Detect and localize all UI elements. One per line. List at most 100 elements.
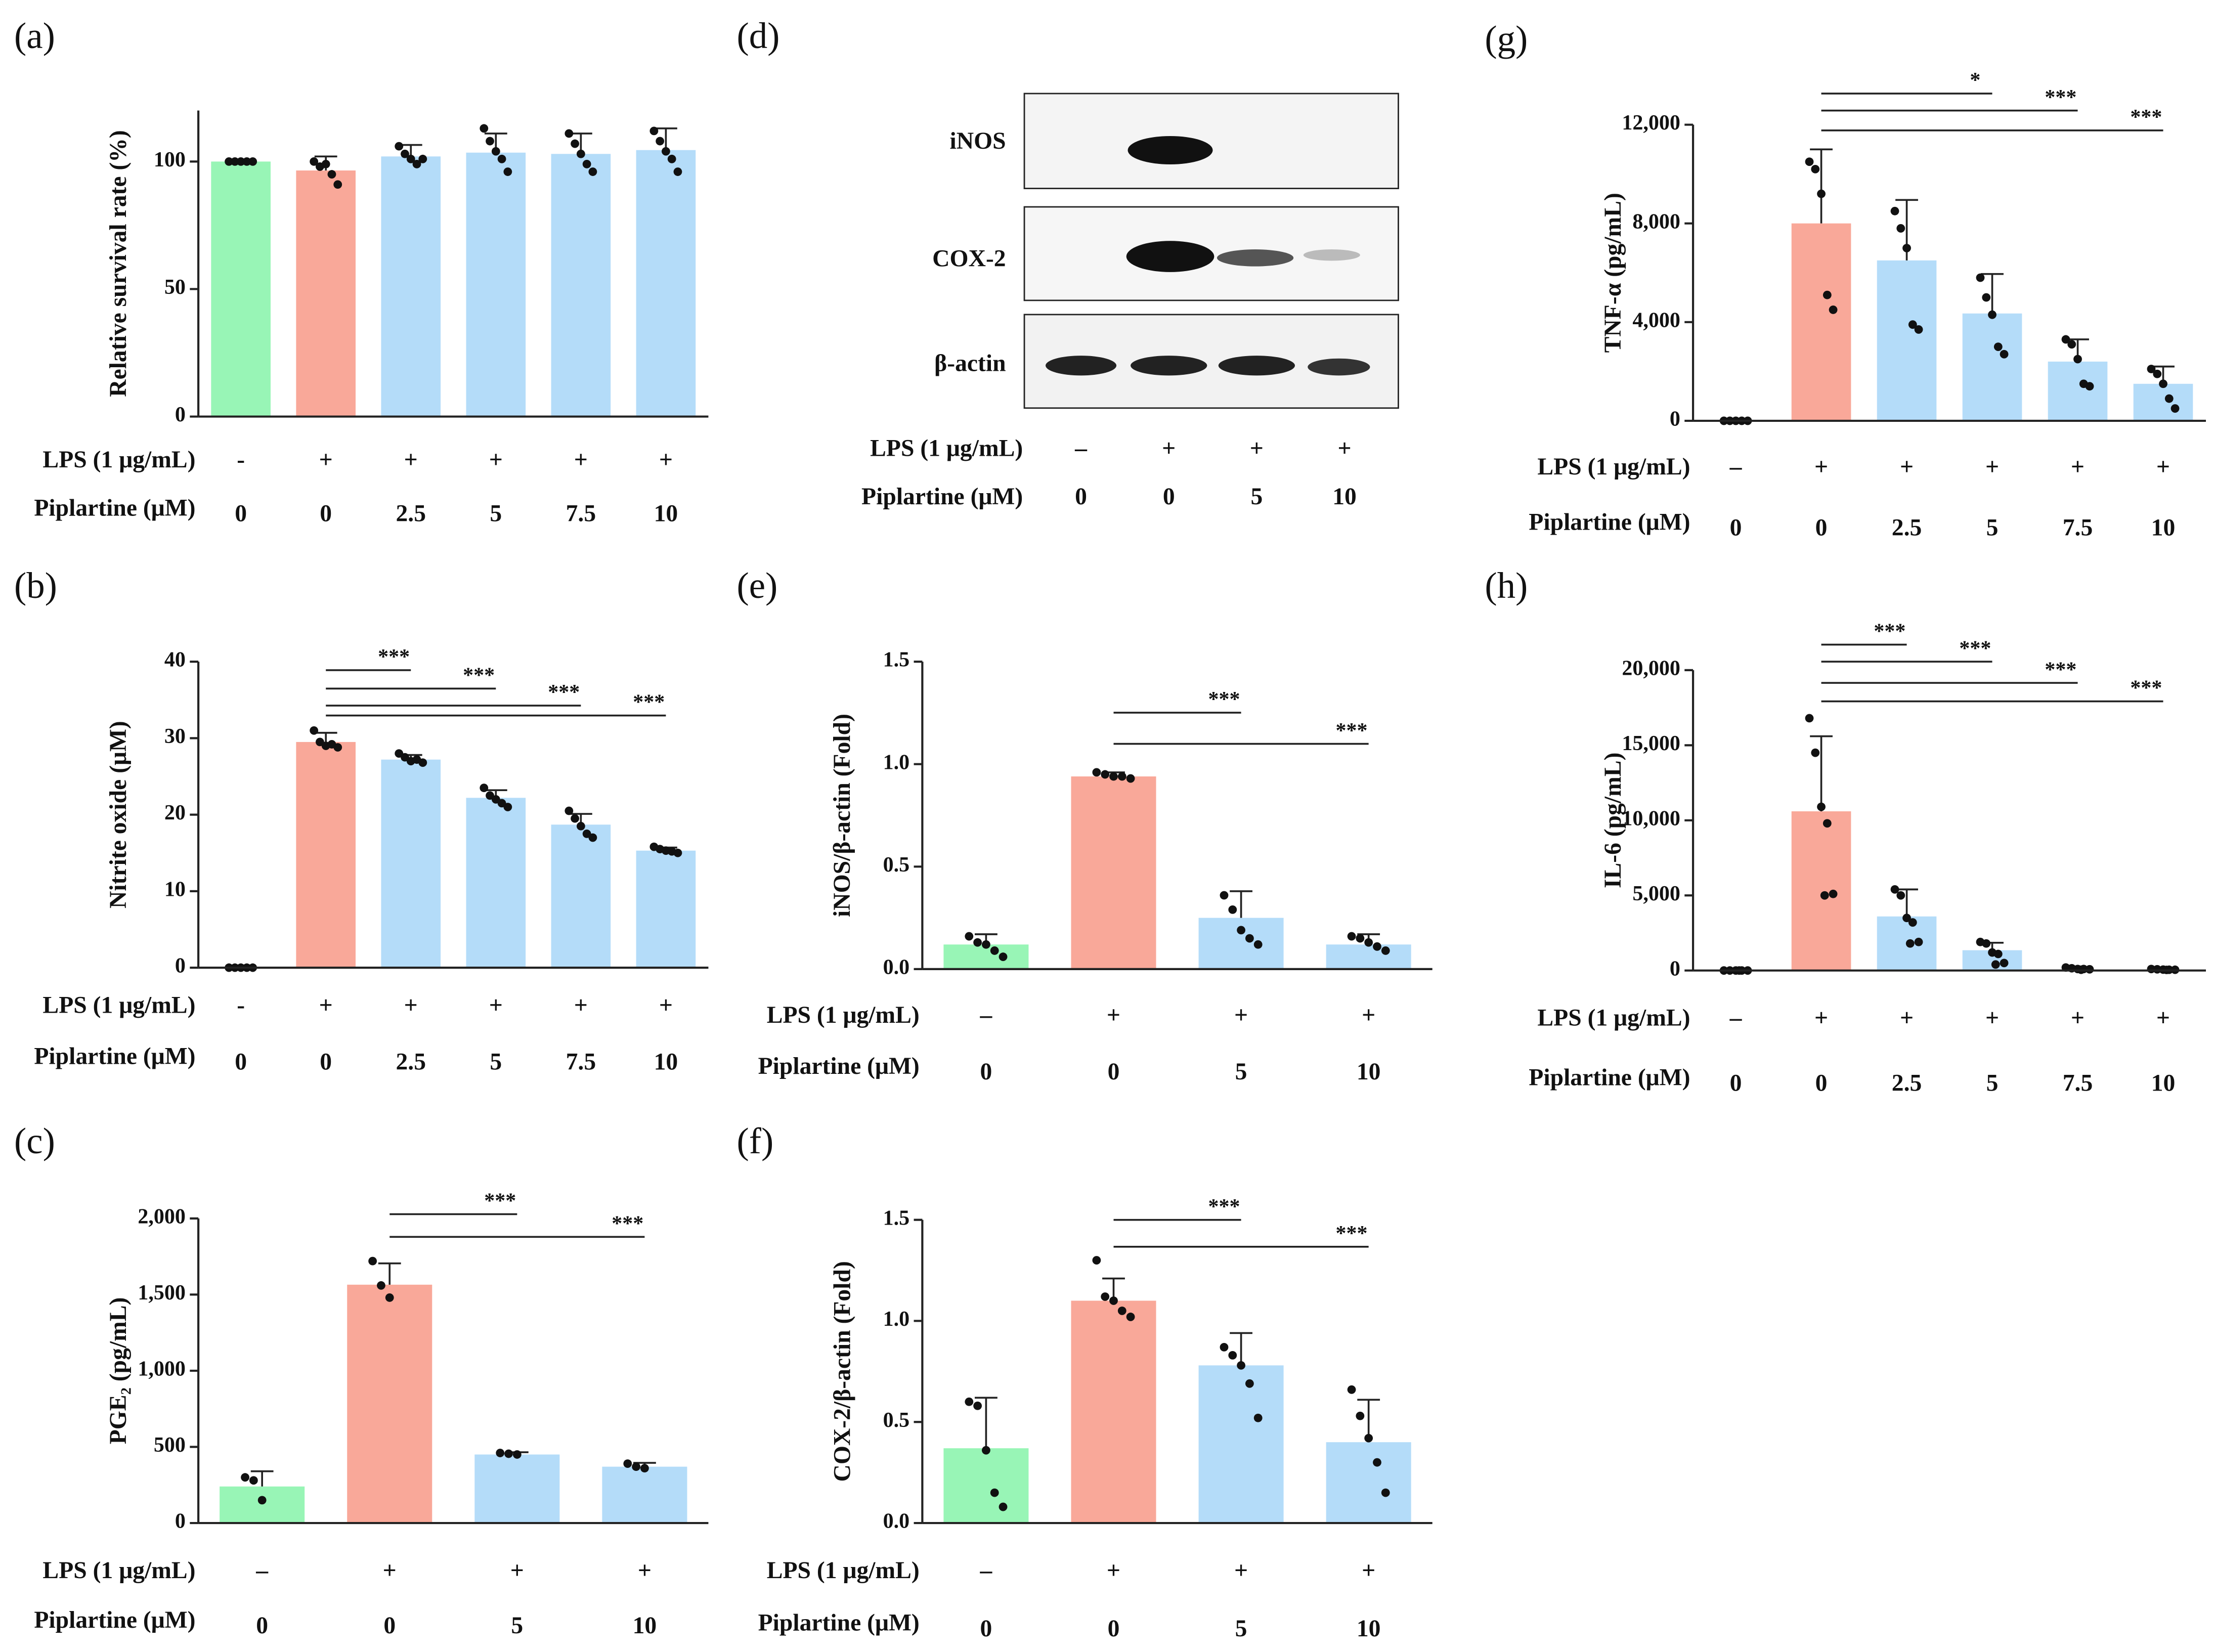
row-label: Piplartine (μM) [34, 1607, 195, 1633]
data-point [1890, 206, 1899, 215]
significance-label: *** [1208, 688, 1240, 711]
data-point [1347, 932, 1356, 941]
data-point [990, 1488, 999, 1497]
bar [381, 759, 441, 968]
dose-label: 0 [1730, 515, 1742, 541]
data-point [480, 784, 489, 793]
data-point [673, 848, 682, 857]
dose-label: 5 [1235, 1059, 1247, 1085]
y-tick-label: 40 [164, 648, 186, 672]
dose-label: 5 [490, 501, 502, 527]
row-label: LPS (1 μg/mL) [42, 447, 195, 473]
lps-label: + [489, 992, 503, 1018]
lps-label: + [2071, 1005, 2085, 1031]
band-label: COX-2 [932, 245, 1006, 272]
error-bar [1895, 888, 1918, 917]
data-point [1905, 939, 1915, 948]
data-point [1982, 939, 1991, 948]
dose-label: 0 [980, 1616, 992, 1642]
dose-label: 10 [1357, 1059, 1381, 1085]
row-label: LPS (1 μg/mL) [767, 1557, 920, 1584]
data-point [1356, 934, 1365, 943]
error-bar [399, 144, 422, 157]
data-point [1373, 942, 1381, 951]
y-tick-label: 50 [164, 276, 186, 299]
blot: (d) iNOS COX-2 β-actin LPS (1 μg/mL) Pip… [736, 15, 1399, 510]
band-label: β-actin [934, 351, 1006, 377]
y-axis-label: Nitrite oxide (μM) [105, 721, 132, 908]
data-point [1896, 891, 1905, 900]
data-point [2153, 369, 2162, 378]
dose-label: 0 [1730, 1070, 1742, 1096]
data-point [1237, 926, 1245, 935]
dose-label: 10 [654, 501, 678, 527]
dose-label: 0 [320, 1049, 332, 1075]
significance-label: *** [2045, 86, 2076, 109]
bar [474, 1454, 560, 1524]
data-point [1908, 320, 1917, 329]
error-bar [1230, 890, 1252, 918]
significance-label: *** [1336, 719, 1368, 743]
row-label: Piplartine (μM) [758, 1053, 920, 1079]
data-point [1381, 946, 1390, 955]
bar [466, 152, 526, 417]
y-tick-label: 10 [164, 878, 186, 901]
band [1126, 241, 1214, 272]
data-point [1092, 1256, 1101, 1265]
y-axis-label: PGE₂ (pg/mL) [105, 1297, 132, 1445]
dose-label: 0 [235, 501, 247, 527]
panel-label: (d) [736, 15, 779, 56]
data-point [512, 1450, 522, 1459]
data-point [2164, 394, 2174, 403]
y-tick-label: 1.5 [883, 648, 910, 672]
y-axis-label: IL-6 (pg/mL) [1600, 753, 1626, 888]
significance-label: *** [1336, 1222, 1368, 1245]
data-point [1805, 157, 1814, 166]
row-label: Piplartine (μM) [34, 1043, 195, 1069]
data-point [406, 154, 415, 163]
dose-label: 7.5 [2063, 515, 2093, 541]
lps-label: + [383, 1557, 397, 1584]
error-bar [1981, 273, 2004, 314]
error-bar [975, 1397, 997, 1449]
data-point [503, 803, 512, 811]
data-point [656, 137, 665, 146]
data-point [1237, 1361, 1245, 1370]
lps-label: + [1234, 1557, 1248, 1584]
lps-label: + [1985, 1005, 1999, 1031]
data-point [973, 1401, 982, 1410]
data-point [377, 1281, 385, 1290]
bar [1071, 1300, 1156, 1524]
data-point [1253, 1413, 1263, 1422]
lps-label: – [1074, 436, 1088, 462]
lps-label: + [1814, 454, 1828, 480]
y-tick-label: 0 [1670, 408, 1680, 431]
data-point [497, 154, 506, 163]
lps-label: + [510, 1557, 524, 1584]
y-tick-label: 20 [164, 801, 186, 824]
bar [551, 154, 611, 417]
dose-label: 5 [1250, 484, 1263, 510]
bar [220, 1486, 305, 1524]
row-label: Piplartine (μM) [34, 495, 195, 521]
bar [466, 798, 526, 968]
row-label: LPS (1 μg/mL) [42, 992, 195, 1018]
lps-label: + [489, 447, 503, 473]
data-point [242, 157, 251, 166]
data-point [1914, 325, 1923, 334]
error-bar [378, 1262, 401, 1285]
data-point [982, 1446, 990, 1455]
lps-label: + [1814, 1005, 1828, 1031]
data-point [385, 1293, 394, 1302]
data-point [1364, 1433, 1373, 1443]
data-point [395, 142, 404, 151]
band [1127, 136, 1213, 164]
data-point [1126, 1313, 1135, 1321]
dose-label: 0 [1108, 1616, 1120, 1642]
y-tick-label: 1,000 [138, 1358, 186, 1381]
bar [296, 170, 356, 417]
data-point [1373, 1458, 1381, 1467]
significance-label: *** [378, 645, 410, 669]
data-point [571, 814, 580, 823]
significance-label: *** [633, 691, 665, 714]
